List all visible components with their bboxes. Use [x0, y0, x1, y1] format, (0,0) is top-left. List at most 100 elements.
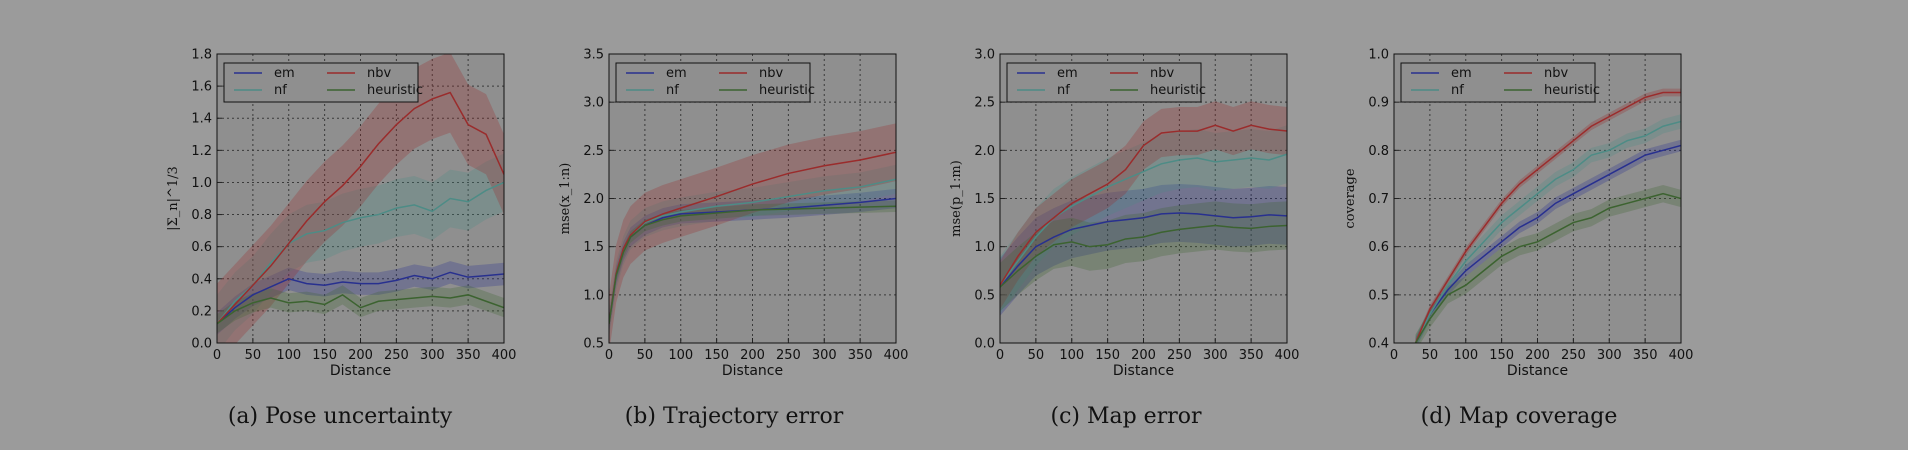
caption-map-coverage: (d) Map coverage	[1420, 404, 1618, 429]
x-tick-label: 200	[1525, 348, 1550, 363]
y-axis-label: coverage	[1343, 168, 1358, 228]
y-tick-label: 1.2	[191, 144, 212, 159]
data-layer	[1414, 88, 1681, 343]
band-em	[609, 188, 896, 334]
axes-frame	[999, 53, 1288, 344]
y-tick-label: 0.5	[583, 337, 604, 352]
y-tick-label: 0.5	[1368, 288, 1389, 303]
series-line-nbv	[609, 151, 896, 324]
legend: em nf nbv heuristic	[1006, 62, 1206, 103]
band-heuristic	[217, 285, 504, 334]
y-tick-label: 1.5	[583, 240, 604, 255]
data-layer	[217, 54, 504, 343]
y-tick-label: 0.5	[974, 288, 995, 303]
y-tick-label: 1.6	[191, 80, 212, 95]
x-tick-label: 0	[605, 348, 613, 363]
x-tick-label: 300	[1203, 348, 1228, 363]
series-line-heuristic	[1000, 224, 1287, 288]
x-tick-label: 0	[213, 348, 221, 363]
chart-panel-1: 0 50 100 150 200 250 300 350 400 0.0 0.2 0.4 0.6 0.8 1…	[166, 48, 516, 380]
series-line-heuristic	[1414, 192, 1681, 343]
x-tick-label: 300	[420, 348, 445, 363]
x-tick-label: 100	[1453, 348, 1478, 363]
series-line-em	[1414, 144, 1681, 343]
legend-label-nf: nf	[1057, 83, 1070, 98]
y-tick-label: 0.6	[1368, 240, 1389, 255]
x-tick-label: 250	[384, 348, 409, 363]
legend-box	[223, 62, 419, 103]
x-tick-label: 0	[996, 348, 1004, 363]
y-tick-label: 1.0	[191, 176, 212, 191]
caption-pose-uncertainty: (a) Pose uncertainty	[227, 404, 453, 429]
band-nbv	[609, 123, 896, 343]
legend-label-heuristic: heuristic	[759, 83, 815, 98]
legend-label-nbv: nbv	[367, 66, 391, 81]
y-axis-label: mse(p_1:m)	[949, 160, 964, 237]
x-tick-label: 250	[1167, 348, 1192, 363]
x-tick-label: 350	[1633, 348, 1658, 363]
series-line-nf	[1000, 153, 1287, 286]
legend: em nf nbv heuristic	[1400, 62, 1600, 103]
legend-box	[615, 62, 811, 103]
y-tick-label: 3.0	[974, 48, 995, 63]
x-tick-label: 200	[1131, 348, 1156, 363]
x-axis-label: Distance	[1113, 363, 1174, 379]
x-tick-label: 150	[704, 348, 729, 363]
legend: em nf nbv heuristic	[223, 62, 423, 103]
series-line-em	[1000, 212, 1287, 288]
y-tick-label: 1.8	[191, 48, 212, 63]
x-tick-label: 350	[848, 348, 873, 363]
caption-trajectory-error: (b) Trajectory error	[624, 404, 844, 429]
x-tick-label: 350	[1239, 348, 1264, 363]
x-axis-label: Distance	[722, 363, 783, 379]
y-tick-label: 0.0	[191, 337, 212, 352]
y-tick-label: 1.0	[974, 240, 995, 255]
legend-label-nf: nf	[1451, 83, 1464, 98]
x-tick-label: 400	[1669, 348, 1694, 363]
series-line-heuristic	[609, 205, 896, 324]
legend-label-em: em	[1057, 66, 1078, 81]
y-tick-label: 0.8	[1368, 144, 1389, 159]
legend-label-nbv: nbv	[759, 66, 783, 81]
series-line-nf	[1414, 120, 1681, 343]
y-tick-label: 1.4	[191, 112, 212, 127]
x-tick-label: 350	[456, 348, 481, 363]
x-tick-label: 150	[1095, 348, 1120, 363]
x-tick-label: 100	[1059, 348, 1084, 363]
x-tick-label: 200	[740, 348, 765, 363]
band-nf	[1415, 114, 1681, 343]
y-tick-label: 1.5	[974, 192, 995, 207]
x-tick-label: 300	[812, 348, 837, 363]
x-tick-label: 200	[348, 348, 373, 363]
series-line-nbv	[1414, 91, 1681, 343]
series-line-nbv	[1000, 124, 1287, 286]
legend-label-nbv: nbv	[1150, 66, 1174, 81]
band-nbv	[1000, 101, 1287, 310]
x-tick-label: 250	[776, 348, 801, 363]
legend: em nf nbv heuristic	[615, 62, 815, 103]
legend-label-heuristic: heuristic	[1150, 83, 1206, 98]
chart-panel-2: 0 50 100 150 200 250 300 350 400 0.5 1.0 1.5 2.0 2.5 3…	[558, 48, 908, 380]
series-line-em	[217, 271, 504, 325]
y-tick-label: 2.5	[974, 96, 995, 111]
legend-label-nf: nf	[274, 83, 287, 98]
legend-label-nbv: nbv	[1544, 66, 1568, 81]
y-tick-label: 0.4	[191, 272, 212, 287]
legend-label-heuristic: heuristic	[1544, 83, 1600, 98]
legend-label-em: em	[274, 66, 295, 81]
y-tick-label: 2.0	[583, 192, 604, 207]
y-tick-label: 1.0	[1368, 48, 1389, 63]
x-tick-label: 400	[884, 348, 909, 363]
x-axis-label: Distance	[330, 363, 391, 379]
x-tick-label: 100	[668, 348, 693, 363]
legend-box	[1006, 62, 1202, 103]
chart-panel-4: 0 50 100 150 200 250 300 350 400 0.4 0.5 0.6 0.7 0.8 0…	[1343, 48, 1693, 380]
x-tick-label: 50	[1422, 348, 1439, 363]
legend-label-em: em	[1451, 66, 1472, 81]
y-tick-label: 2.0	[974, 144, 995, 159]
legend-label-nf: nf	[666, 83, 679, 98]
chart-panel-3: 0 50 100 150 200 250 300 350 400 0.0 0.5 1.0 1.5 2.0 2…	[949, 48, 1299, 380]
y-tick-label: 0.9	[1368, 96, 1389, 111]
y-tick-label: 0.8	[191, 208, 212, 223]
y-axis-label: |Σ_n|^1/3	[166, 166, 181, 231]
